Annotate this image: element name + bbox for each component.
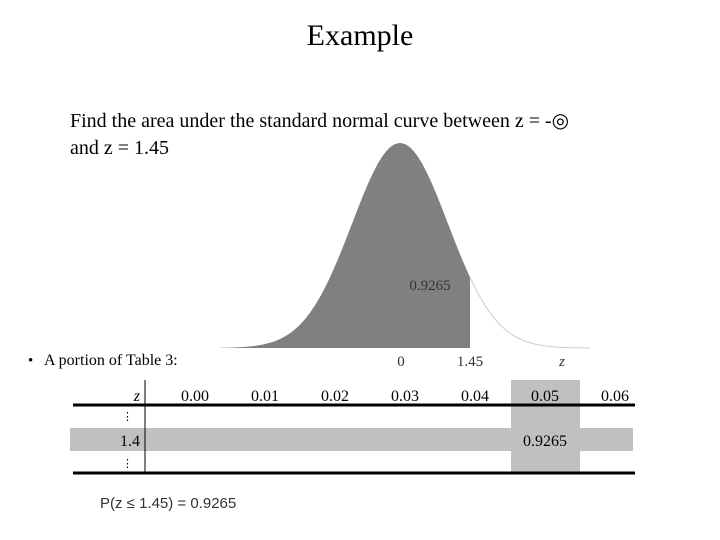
problem-line: and z = 1.45 — [70, 137, 169, 159]
header-cell: 0.06 — [601, 388, 629, 405]
header-cell: 0.04 — [461, 388, 489, 405]
header-cell: z — [133, 388, 141, 405]
row-z: 1.4 — [120, 433, 140, 450]
curve-tail — [469, 276, 590, 349]
bullet-dot: • — [28, 353, 33, 369]
title: Example — [307, 19, 414, 52]
header-cell: 0.02 — [321, 388, 349, 405]
header-cell: 0.01 — [251, 388, 279, 405]
shaded-area — [220, 143, 470, 348]
table: z 0.00 0.01 0.02 0.03 0.04 0.05 0.06 ⋮ 1.4 0.9265 ⋮ — [120, 388, 629, 470]
row-z: ⋮ — [122, 411, 133, 423]
problem-line: Find the area under the standard normal … — [70, 110, 569, 132]
highlight-column — [511, 380, 580, 473]
header-cell: 0.05 — [531, 388, 559, 405]
header-cell: 0.03 — [391, 388, 419, 405]
table-value: 0.9265 — [523, 433, 567, 450]
formula: P(z ≤ 1.45) = 0.9265 — [100, 495, 236, 512]
row-z: ⋮ — [122, 458, 133, 470]
axis-label: 1.45 — [457, 354, 483, 370]
header-cell: 0.00 — [181, 388, 209, 405]
bullet: A portion of Table 3: — [44, 352, 178, 369]
axis-label: z — [558, 354, 565, 370]
axis-label: 0 — [397, 354, 405, 370]
normal-curve — [220, 143, 590, 349]
area-label: 0.9265 — [409, 278, 450, 294]
highlight-row — [70, 428, 633, 451]
